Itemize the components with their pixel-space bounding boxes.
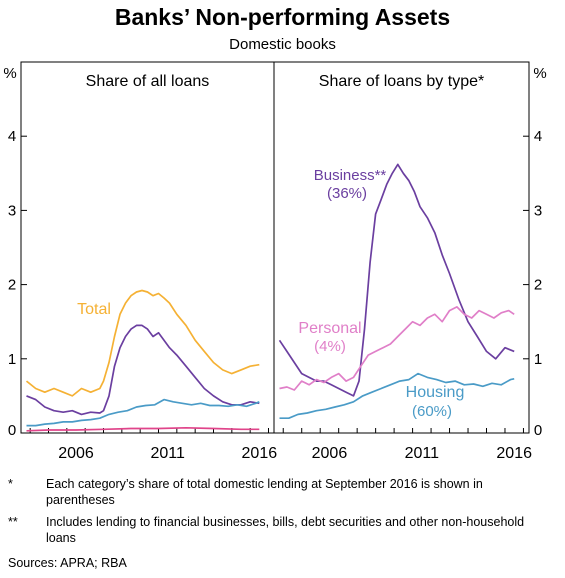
series-line-right-personal <box>279 306 515 391</box>
footnote-1-text: Each category’s share of total domestic … <box>46 477 483 507</box>
series-line-right-business <box>278 163 515 397</box>
x-tick-label-right: 2011 <box>405 445 440 462</box>
label-personal-share: (4%) <box>314 338 346 355</box>
chart-area: % % 0 0 1 1 2 2 3 3 4 4 Share of all loans 2006 2011 20… <box>3 61 547 462</box>
footnote-1-marker: * <box>8 477 13 491</box>
footnote-2-marker: ** <box>8 515 18 529</box>
series-line-left-bottom <box>26 426 260 432</box>
panel-title-left: Share of all loans <box>86 73 210 90</box>
chart-title: Banks’ Non-performing Assets <box>114 4 451 30</box>
label-total: Total <box>77 301 111 318</box>
series-line-left-total <box>25 289 260 397</box>
y-tick-label-right: 4 <box>534 128 542 145</box>
y-tick-label-left: 3 <box>8 202 16 219</box>
label-business-share: (36%) <box>327 185 367 202</box>
y-tick-label-right: 0 <box>534 422 542 439</box>
series-line-right-housing <box>279 372 515 420</box>
y-tick-label-left: 0 <box>8 422 16 439</box>
x-tick-label-right: 2016 <box>496 445 532 462</box>
chart-subtitle: Domestic books <box>229 36 336 53</box>
x-tick-label-left: 2016 <box>242 445 278 462</box>
y-tick-label-right: 2 <box>534 277 542 294</box>
label-business: Business** <box>314 167 387 184</box>
left-unit-label: % <box>3 65 16 82</box>
x-tick-label-left: 2006 <box>58 445 94 462</box>
sources-note: Sources: APRA; RBA <box>8 556 127 570</box>
label-housing-share: (60%) <box>412 403 452 420</box>
panel-title-right: Share of loans by type* <box>319 73 484 90</box>
label-housing: Housing <box>406 384 465 401</box>
y-tick-label-left: 4 <box>8 128 16 145</box>
x-tick-label-right: 2006 <box>312 445 348 462</box>
label-personal: Personal <box>298 320 361 337</box>
y-tick-label-left: 1 <box>8 351 16 368</box>
series-line-left-housing <box>26 398 260 427</box>
footnote-2-text: Includes lending to financial businesses… <box>46 515 525 545</box>
y-tick-label-right: 3 <box>534 202 542 219</box>
right-unit-label: % <box>533 65 546 82</box>
y-tick-label-right: 1 <box>534 351 542 368</box>
series-line-left-business <box>26 324 260 416</box>
y-tick-label-left: 2 <box>8 277 16 294</box>
x-tick-label-left: 2011 <box>150 445 185 462</box>
plot-frame <box>20 61 530 434</box>
